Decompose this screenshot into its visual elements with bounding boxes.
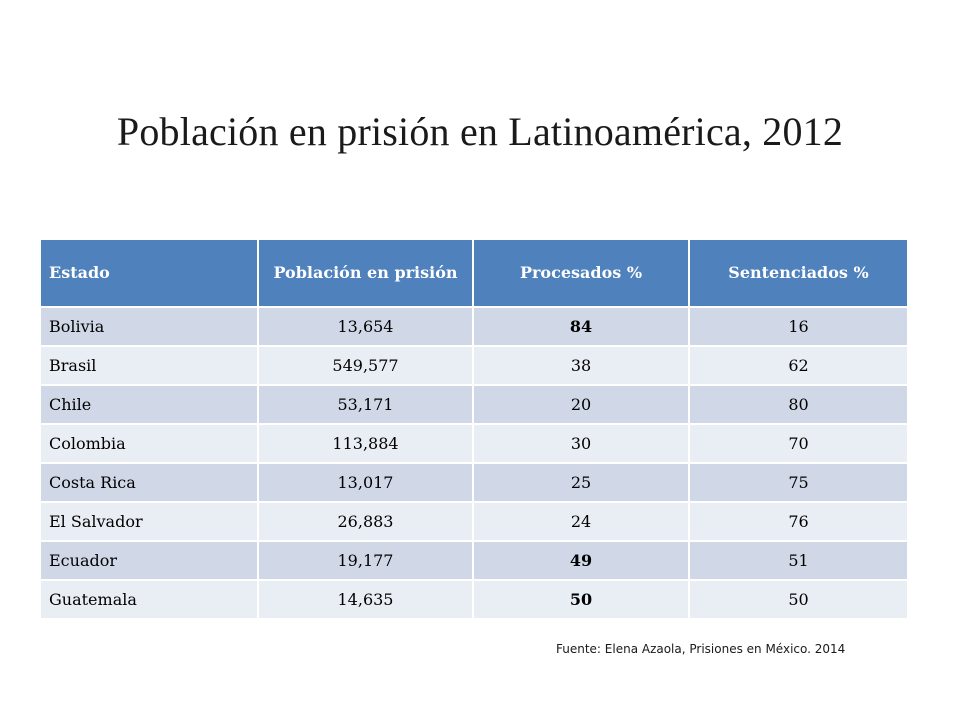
header-poblacion: Población en prisión — [258, 240, 474, 307]
cell-estado: Brasil — [41, 345, 259, 385]
cell-poblacion: 549,577 — [258, 345, 474, 385]
cell-estado: El Salvador — [41, 501, 259, 541]
cell-estado: Ecuador — [41, 540, 259, 580]
header-sentenciados: Sentenciados % — [689, 240, 907, 307]
table-row: Colombia 113,884 30 70 — [41, 423, 907, 463]
cell-sentenciados: 50 — [689, 579, 907, 618]
table-header-row: Estado Población en prisión Procesados %… — [41, 240, 907, 307]
cell-procesados: 49 — [473, 540, 690, 580]
cell-procesados: 25 — [473, 462, 690, 502]
cell-poblacion: 13,017 — [258, 462, 474, 502]
header-procesados: Procesados % — [473, 240, 690, 307]
cell-sentenciados: 70 — [689, 423, 907, 463]
table-row: El Salvador 26,883 24 76 — [41, 501, 907, 541]
cell-poblacion: 14,635 — [258, 579, 474, 618]
prison-population-table: Estado Población en prisión Procesados %… — [41, 240, 907, 618]
cell-poblacion: 26,883 — [258, 501, 474, 541]
table-row: Costa Rica 13,017 25 75 — [41, 462, 907, 502]
cell-poblacion: 113,884 — [258, 423, 474, 463]
cell-procesados: 84 — [473, 306, 690, 346]
cell-sentenciados: 16 — [689, 306, 907, 346]
cell-procesados: 30 — [473, 423, 690, 463]
cell-sentenciados: 76 — [689, 501, 907, 541]
cell-sentenciados: 51 — [689, 540, 907, 580]
cell-procesados: 20 — [473, 384, 690, 424]
cell-sentenciados: 75 — [689, 462, 907, 502]
table-row: Chile 53,171 20 80 — [41, 384, 907, 424]
cell-estado: Colombia — [41, 423, 259, 463]
cell-procesados: 38 — [473, 345, 690, 385]
cell-estado: Chile — [41, 384, 259, 424]
cell-procesados: 50 — [473, 579, 690, 618]
source-note: Fuente: Elena Azaola, Prisiones en Méxic… — [556, 642, 846, 656]
cell-procesados: 24 — [473, 501, 690, 541]
table-body: Bolivia 13,654 84 16 Brasil 549,577 38 62 Chile 5… — [41, 306, 907, 618]
cell-sentenciados: 62 — [689, 345, 907, 385]
table-row: Guatemala 14,635 50 50 — [41, 579, 907, 618]
cell-estado: Guatemala — [41, 579, 259, 618]
table-row: Ecuador 19,177 49 51 — [41, 540, 907, 580]
cell-estado: Costa Rica — [41, 462, 259, 502]
cell-poblacion: 53,171 — [258, 384, 474, 424]
cell-estado: Bolivia — [41, 306, 259, 346]
table-row: Bolivia 13,654 84 16 — [41, 306, 907, 346]
table-row: Brasil 549,577 38 62 — [41, 345, 907, 385]
cell-poblacion: 13,654 — [258, 306, 474, 346]
cell-sentenciados: 80 — [689, 384, 907, 424]
header-estado: Estado — [41, 240, 259, 307]
slide-title: Población en prisión en Latinoamérica, 2… — [116, 109, 844, 154]
cell-poblacion: 19,177 — [258, 540, 474, 580]
